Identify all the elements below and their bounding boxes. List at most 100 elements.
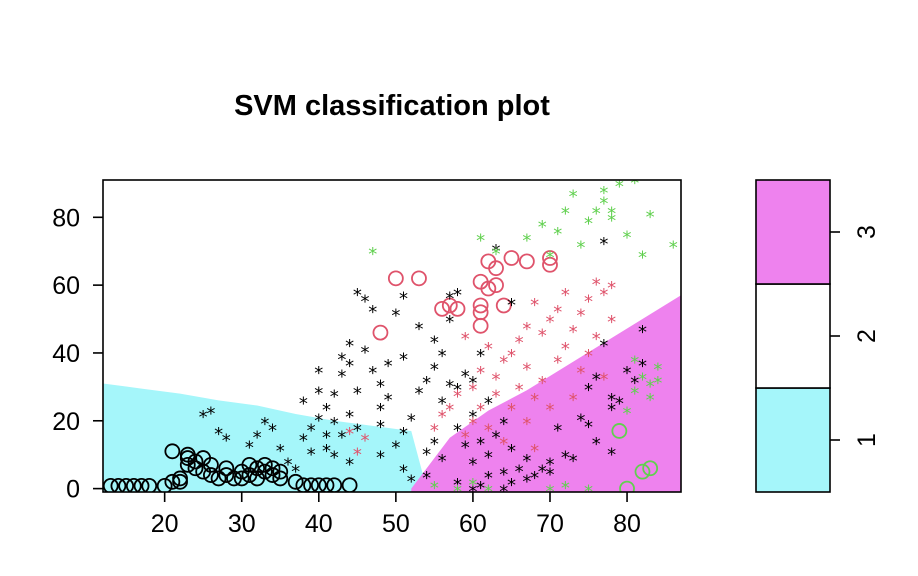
data-point: * (299, 393, 308, 414)
data-point: * (399, 461, 408, 482)
data-point: * (330, 414, 339, 435)
support-vector-point (411, 270, 427, 287)
x-tick-label: 60 (459, 510, 487, 538)
data-point: * (453, 380, 462, 401)
data-point: * (599, 285, 608, 306)
data-point: * (414, 319, 423, 340)
data-point: * (507, 400, 516, 421)
data-point: * (599, 370, 608, 391)
data-point: * (345, 424, 354, 445)
data-point: * (638, 356, 647, 377)
class-legend: 1 2 3 (755, 179, 881, 493)
data-point: * (553, 421, 562, 442)
y-tick-label: 60 (52, 272, 80, 300)
data-point: * (545, 400, 554, 421)
data-point: * (353, 444, 362, 465)
data-point: * (345, 356, 354, 377)
data-point: * (499, 482, 508, 503)
data-point: * (484, 339, 493, 360)
data-point: * (430, 478, 439, 499)
data-point: * (476, 400, 485, 421)
data-point: * (630, 353, 639, 374)
data-point: * (530, 390, 539, 411)
data-point: * (345, 336, 354, 357)
data-point: * (399, 288, 408, 309)
support-vector-point (503, 250, 520, 266)
data-point: * (438, 407, 447, 428)
x-tick-label: 40 (305, 510, 333, 538)
data-point: * (630, 373, 639, 394)
support-vector-point (179, 456, 196, 473)
data-point: * (515, 461, 524, 482)
data-point: * (522, 231, 531, 252)
support-vector-point (542, 250, 558, 266)
data-point: * (592, 329, 601, 350)
support-vector-point (611, 423, 628, 439)
data-point: * (623, 363, 632, 384)
x-axis: 20 30 40 50 60 70 80 (151, 492, 641, 538)
support-vector-point (187, 460, 204, 477)
data-point: * (623, 404, 632, 425)
support-vector-point (303, 477, 319, 492)
data-point: * (646, 207, 655, 228)
data-point: * (669, 237, 678, 258)
data-point: * (476, 434, 485, 455)
region-class-3 (411, 295, 681, 492)
data-point: * (515, 380, 524, 401)
data-point: * (361, 431, 370, 452)
data-point: * (445, 312, 454, 333)
data-point: * (353, 285, 362, 306)
data-point: * (222, 431, 231, 452)
data-point: * (499, 465, 508, 486)
data-point: * (638, 322, 647, 343)
data-point: * (453, 475, 462, 496)
data-point: * (646, 376, 655, 397)
data-point: * (576, 305, 585, 326)
x-tick-label: 30 (228, 510, 256, 538)
y-tick-label: 80 (52, 204, 80, 232)
support-vector-point (619, 480, 635, 492)
data-point: * (422, 373, 431, 394)
data-point: * (561, 339, 570, 360)
data-point: * (476, 346, 485, 367)
support-vector-point (488, 277, 504, 294)
data-point: * (499, 353, 508, 374)
support-vector-point (372, 324, 389, 341)
data-point: * (507, 441, 516, 462)
data-point: * (453, 285, 462, 306)
data-point: * (337, 427, 346, 448)
data-point: * (615, 176, 624, 197)
data-point: * (607, 444, 616, 465)
data-point: * (353, 383, 362, 404)
data-point: * (592, 434, 601, 455)
support-vector-point (480, 280, 497, 297)
legend-label: 3 (853, 225, 881, 239)
data-point: * (538, 217, 547, 238)
data-point: * (507, 295, 516, 316)
x-tick-label: 80 (613, 510, 641, 538)
support-vector-point (218, 467, 235, 483)
data-point: * (584, 482, 593, 503)
data-point: * (376, 400, 385, 421)
data-point: * (484, 448, 493, 469)
data-point: * (599, 234, 608, 255)
data-point: * (507, 475, 516, 496)
data-point: * (422, 444, 431, 465)
data-point: * (522, 319, 531, 340)
data-point: * (453, 482, 462, 503)
support-vector-point (634, 463, 651, 480)
x-tick-label: 20 (151, 510, 179, 538)
data-point: * (430, 421, 439, 442)
data-point: * (368, 363, 377, 384)
data-point: * (468, 407, 477, 428)
data-point: * (553, 224, 562, 245)
support-vector-point (202, 467, 219, 483)
support-vector-point (472, 297, 489, 314)
data-point: * (206, 404, 215, 425)
data-point: * (522, 451, 531, 472)
data-point: * (484, 393, 493, 414)
data-point: * (461, 438, 470, 459)
data-point: * (414, 383, 423, 404)
data-point: * (653, 360, 662, 381)
